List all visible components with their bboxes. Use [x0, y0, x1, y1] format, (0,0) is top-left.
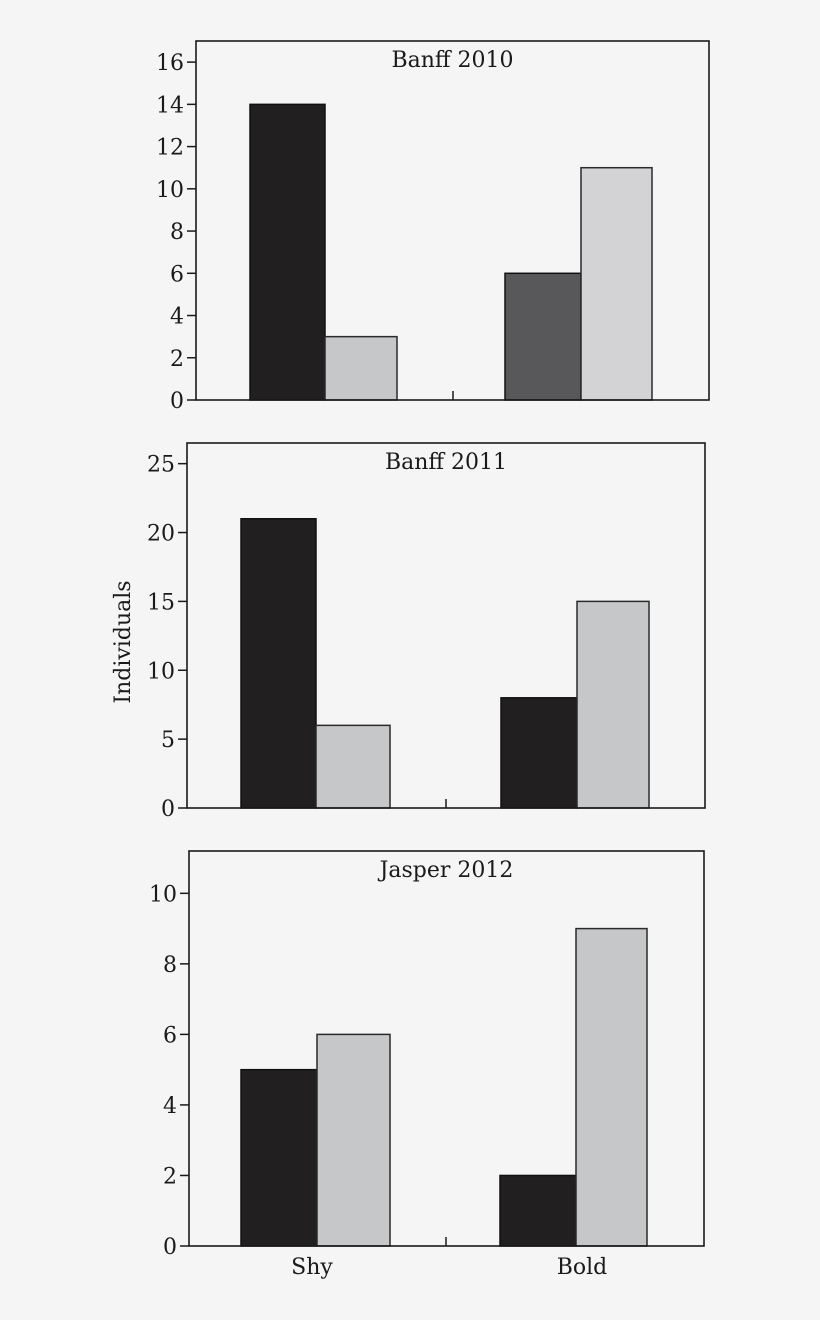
y-tick-label: 8 [170, 220, 184, 245]
y-tick-label: 2 [163, 1164, 177, 1189]
bar-shy-series-1 [249, 103, 326, 401]
y-tick-label: 6 [163, 1023, 177, 1048]
y-axis-title: Individuals [111, 580, 136, 703]
panel-title: Banff 2010 [391, 48, 513, 73]
y-tick-label: 0 [170, 389, 184, 414]
y-tick-label: 15 [147, 590, 175, 615]
y-tick-label: 0 [161, 797, 175, 822]
chart-panel: 0 2 4 6 8 10 12 14 16 Banff 2010 [156, 40, 710, 414]
bar-bold-series-1 [499, 1174, 577, 1247]
x-category-label-shy: Shy [291, 1255, 333, 1280]
bar-bold-series-2 [576, 600, 650, 809]
chart-panel: 0 2 4 6 8 10 Jasper 2012 [149, 850, 705, 1260]
y-tick-label: 6 [170, 262, 184, 287]
bar-shy-series-2 [315, 724, 391, 809]
bar-shy-series-1 [240, 1068, 318, 1247]
y-tick-label: 20 [147, 522, 175, 547]
y-tick-label: 8 [163, 953, 177, 978]
bar-bold-series-1 [504, 272, 582, 401]
y-tick-label: 2 [170, 347, 184, 372]
y-tick-label: 0 [163, 1235, 177, 1260]
y-tick-label: 10 [147, 659, 175, 684]
y-tick-label: 14 [156, 93, 184, 118]
bar-bold-series-2 [575, 927, 648, 1247]
bar-shy-series-2 [324, 335, 398, 401]
y-tick-label: 4 [163, 1094, 177, 1119]
chart-panel: 0 5 10 15 20 25 Banff 2011 [147, 442, 706, 822]
bar-bold-series-2 [580, 166, 653, 401]
bar-bold-series-1 [500, 697, 578, 809]
y-tick-label: 16 [156, 51, 184, 76]
panel-title: Jasper 2012 [378, 858, 514, 883]
y-tick-label: 5 [161, 728, 175, 753]
y-tick-label: 25 [147, 453, 175, 478]
y-tick-label: 10 [149, 882, 177, 907]
y-tick-label: 10 [156, 178, 184, 203]
bar-shy-series-2 [316, 1033, 391, 1247]
y-tick-label: 4 [170, 305, 184, 330]
panel-title: Banff 2011 [385, 450, 507, 475]
y-tick-label: 12 [156, 136, 184, 161]
bar-shy-series-1 [240, 518, 317, 809]
x-category-label-bold: Bold [557, 1255, 608, 1280]
